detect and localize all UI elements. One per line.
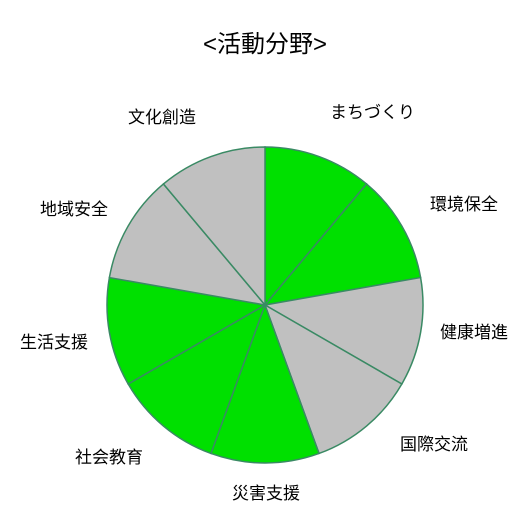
slice-label: 災害支援 [232, 479, 300, 504]
chart-container: <活動分野> まちづくり環境保全健康増進国際交流災害支援社会教育生活支援地域安全… [0, 0, 530, 530]
slice-label: まちづくり [330, 98, 415, 123]
slice-label: 健康増進 [440, 318, 508, 343]
slice-label: 地域安全 [40, 195, 108, 220]
slice-label: 環境保全 [430, 190, 498, 215]
slice-label: 社会教育 [75, 443, 143, 468]
slice-label: 生活支援 [20, 328, 88, 353]
slice-label: 国際交流 [400, 430, 468, 455]
slice-label: 文化創造 [128, 103, 196, 128]
